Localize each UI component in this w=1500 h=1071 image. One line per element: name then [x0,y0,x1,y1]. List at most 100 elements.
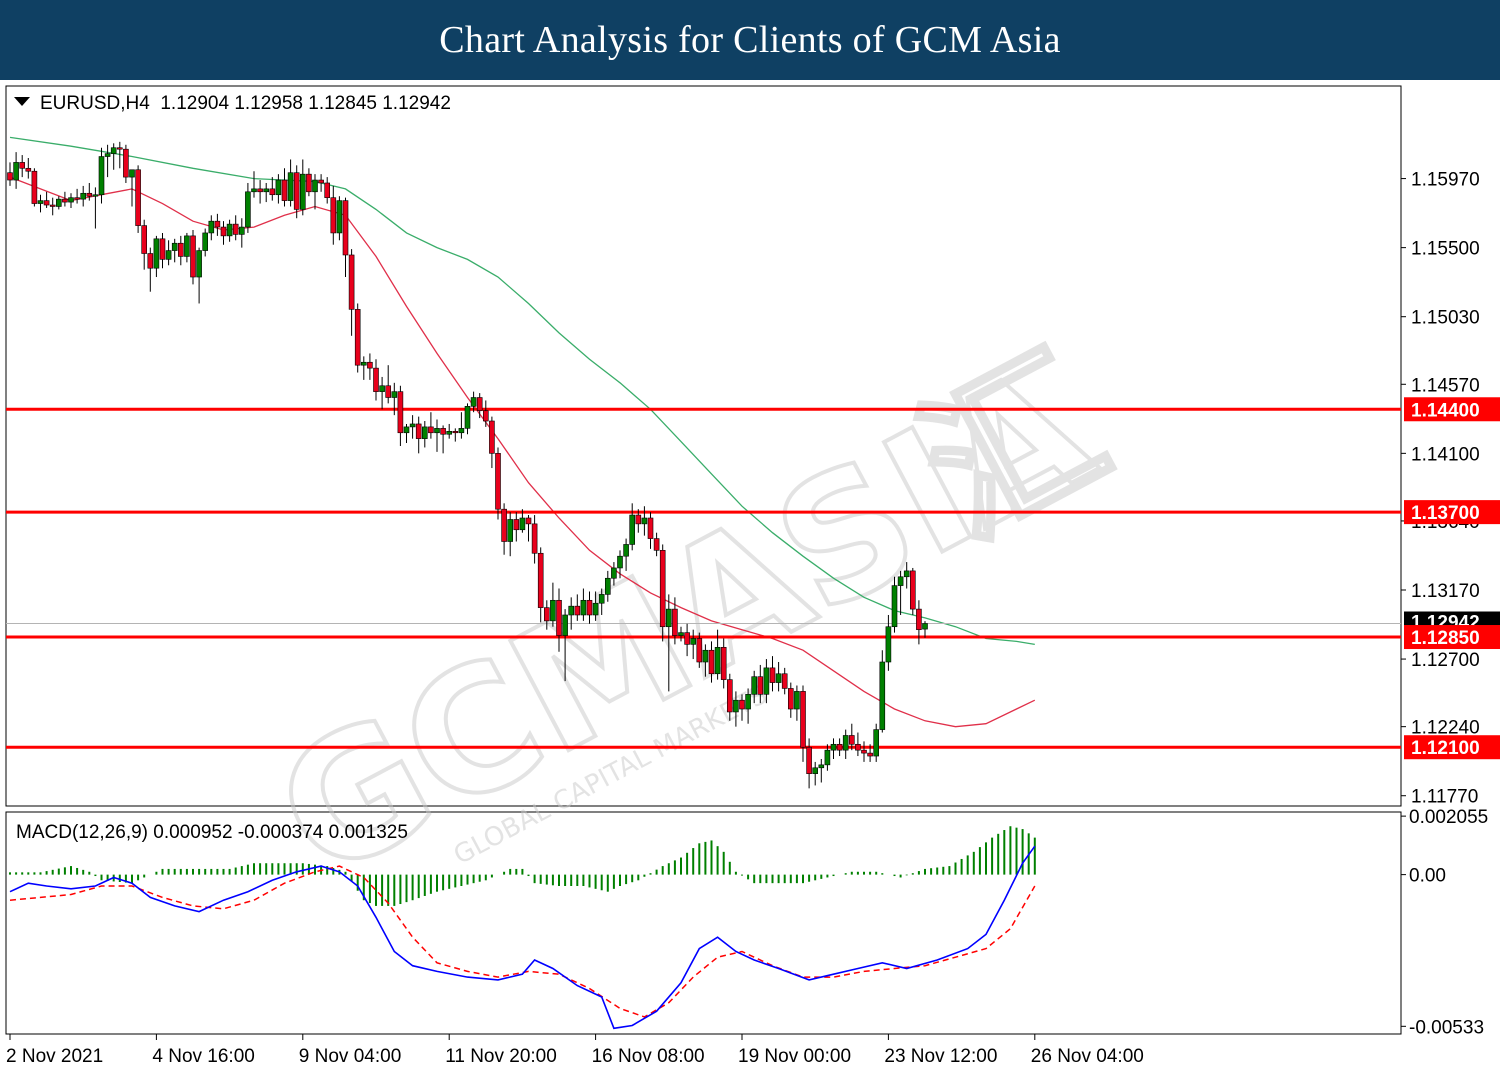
page-title: Chart Analysis for Clients of GCM Asia [439,19,1061,61]
candle-bear [428,426,434,434]
macd-indicator: 0.002055 0.00 -0.00533 [9,807,1488,1038]
candle-bear [501,508,507,542]
candle-bull [98,156,105,196]
candle-bull [360,361,367,366]
header-banner: Chart Analysis for Clients of GCM Asia [0,0,1500,80]
price-tick-label: 1.11770 [1411,787,1478,808]
candle-bear [574,605,581,616]
macd-info: MACD(12,26,9) 0.000952 -0.000374 0.00132… [16,822,408,843]
candle-bear [708,649,715,675]
candle-bear [19,162,26,169]
candle-bull [446,431,453,435]
candle-bear [781,673,788,689]
candle-bear [135,169,141,226]
candle-bear [684,632,690,645]
candle-bear [214,220,221,228]
candle-bear [86,192,93,197]
price-tick-label: 1.15500 [1411,239,1480,260]
time-tick-label: 23 Nov 12:00 [884,1046,997,1067]
level-label: 1.12100 [1411,738,1480,759]
candle-bear [739,699,745,710]
candle-bull [434,428,440,434]
candle-bull [702,649,709,663]
candle-bull [458,428,465,434]
candle-bear [556,599,562,636]
candle-bull [714,647,721,675]
candle-bull [409,423,416,428]
price-tick-label: 1.13170 [1411,581,1480,602]
candle-bear [653,538,660,551]
candle-bear [848,735,855,745]
candle-bull [287,172,294,201]
level-tag [1404,625,1500,650]
macd-main-line [9,845,1036,1030]
candle-bear [916,608,922,630]
candle-bear [269,188,276,196]
candle-bull [598,594,605,604]
candle-bull [592,602,599,616]
candle-bull [830,743,837,751]
candle-bull [299,173,306,210]
candle-bull [678,632,684,636]
candle-bear [861,749,867,754]
candle-bull [550,599,556,622]
candle-bear [855,743,861,751]
candle-bull [763,667,770,695]
time-tick-label: 9 Nov 04:00 [299,1046,401,1067]
price-tick-label: 1.15030 [1411,308,1480,329]
candle-bull [391,391,398,398]
candle-bull [519,517,526,531]
candle-bull [470,397,477,407]
candle-bull [568,605,575,616]
candle-bear [49,204,56,207]
candle-bull [379,385,385,392]
candle-bull [110,147,117,154]
candle-bear [220,226,227,237]
candle-bull [775,673,782,683]
candle-bear [531,523,538,554]
candle-bull [165,250,172,260]
price-tick-label: 1.14100 [1411,444,1480,465]
price-tick-label: 1.12700 [1411,650,1480,671]
candle-bear [635,514,642,525]
candle-bull [623,544,629,557]
candle-bull [171,242,178,251]
candle-bear [62,198,68,203]
candle-bull [80,192,86,200]
macd-signal-line [9,865,1036,1018]
price-axis: 1.159701.155001.150301.145701.141001.136… [1401,170,1480,808]
candle-bull [208,220,215,234]
candle-bear [659,550,666,628]
candle-bull [794,691,800,710]
time-tick-label: 19 Nov 00:00 [738,1046,851,1067]
candle-bear [787,688,794,710]
candle-bear [159,238,166,260]
candle-bull [562,614,568,636]
candle-bear [342,200,349,256]
candle-bear [354,309,361,366]
candle-bear [397,391,404,434]
time-tick-label: 26 Nov 04:00 [1031,1046,1144,1067]
candle-bull [129,169,135,178]
candle-bull [629,514,636,545]
candle-bull [336,200,343,234]
level-label: 1.12850 [1411,628,1480,649]
candle-bull [903,570,910,578]
candle-bear [330,197,337,234]
macd-tick-label: 0.00 [1409,866,1446,887]
candle-bear [495,453,501,510]
symbol-menu-icon[interactable] [14,97,30,106]
candle-bear [190,235,196,278]
candle-bear [440,428,446,435]
candle-bear [147,253,154,269]
candle-bear [537,552,544,608]
candle-bull [617,555,623,569]
candle-bear [123,148,129,178]
candle-bear [525,517,532,525]
level-tag [1404,500,1500,525]
price-tick-label: 1.15970 [1411,170,1480,191]
candle-bear [318,179,324,184]
candle-bear [257,188,263,193]
